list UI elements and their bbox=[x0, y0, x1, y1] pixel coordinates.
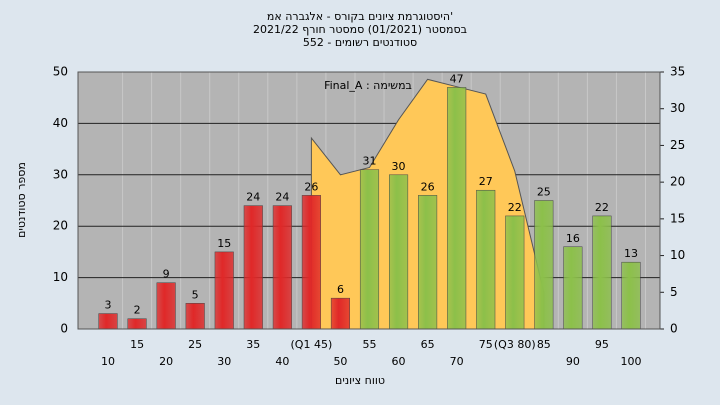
value-label: 15 bbox=[217, 237, 231, 250]
value-label: 24 bbox=[246, 191, 260, 204]
x-tick-label: 60 bbox=[392, 355, 406, 368]
bar bbox=[185, 303, 205, 330]
bar bbox=[98, 313, 118, 330]
value-label: 24 bbox=[275, 191, 289, 204]
chart-subtitle: בסמסטר (01/2021) סמסטר חורף 2021/22 bbox=[253, 23, 467, 36]
x-tick-label: (Q1 45) bbox=[291, 338, 333, 351]
y-axis-label: מספר סטודנטים bbox=[15, 162, 28, 238]
x-tick-label: 35 bbox=[246, 338, 260, 351]
bar bbox=[563, 246, 583, 330]
y2-tick-label: 0 bbox=[670, 322, 678, 336]
value-label: 47 bbox=[450, 72, 464, 85]
x-tick-label: 85 bbox=[537, 338, 551, 351]
value-label: 6 bbox=[337, 283, 344, 296]
plot-border bbox=[77, 71, 661, 330]
value-label: 2 bbox=[134, 304, 141, 317]
bar bbox=[476, 189, 496, 330]
y2-tick-label: 30 bbox=[670, 101, 685, 115]
x-tick-label: 90 bbox=[566, 355, 580, 368]
bar bbox=[359, 169, 380, 330]
x-tick-label: 25 bbox=[188, 338, 202, 351]
x-tick-label: 100 bbox=[620, 355, 641, 368]
x-axis-label: טווח ציונים bbox=[335, 374, 385, 387]
y2-tick-label: 35 bbox=[670, 65, 685, 79]
chart-subtitle: 552 - סטודנטים רשומים bbox=[303, 36, 417, 49]
x-tick-label: 40 bbox=[275, 355, 289, 368]
x-tick-label: 20 bbox=[159, 355, 173, 368]
x-tick-label: 55 bbox=[363, 338, 377, 351]
bar bbox=[156, 282, 176, 330]
value-label: 3 bbox=[105, 299, 112, 312]
value-label: 30 bbox=[392, 160, 406, 173]
y-tick-label: 30 bbox=[53, 167, 68, 181]
annotation: Final_A : במשימה bbox=[324, 79, 412, 92]
value-label: 26 bbox=[304, 180, 318, 193]
value-label: 22 bbox=[508, 201, 522, 214]
x-tick-label: 15 bbox=[130, 338, 144, 351]
x-tick-label: 95 bbox=[595, 338, 609, 351]
y-tick-label: 50 bbox=[53, 65, 68, 79]
bar bbox=[592, 215, 612, 330]
y-tick-label: 40 bbox=[53, 116, 68, 130]
y2-tick-label: 20 bbox=[670, 175, 685, 189]
value-label: 31 bbox=[363, 155, 377, 168]
x-tick-label: 50 bbox=[333, 355, 347, 368]
bar bbox=[447, 87, 467, 330]
bar bbox=[127, 318, 147, 330]
chart-title: היסטוגרמת ציונים בקורס - אלגברה אמ' bbox=[267, 10, 453, 23]
x-tick-label: 70 bbox=[450, 355, 464, 368]
bar bbox=[330, 297, 350, 330]
y-tick-label: 20 bbox=[53, 219, 68, 233]
x-tick-label: 30 bbox=[217, 355, 231, 368]
bar bbox=[505, 215, 525, 330]
bar bbox=[621, 261, 641, 330]
value-label: 13 bbox=[624, 247, 638, 260]
y2-tick-label: 25 bbox=[670, 138, 685, 152]
x-tick-label: (Q3 80) bbox=[494, 338, 536, 351]
bar bbox=[243, 205, 263, 330]
y2-tick-label: 10 bbox=[670, 248, 685, 262]
bar bbox=[301, 195, 321, 330]
bar bbox=[272, 205, 292, 330]
bar bbox=[418, 195, 438, 330]
value-label: 5 bbox=[192, 288, 199, 301]
bar bbox=[389, 174, 409, 330]
value-label: 25 bbox=[537, 186, 551, 199]
x-tick-label: 65 bbox=[421, 338, 435, 351]
y2-tick-label: 5 bbox=[670, 285, 678, 299]
value-label: 26 bbox=[421, 180, 435, 193]
y-tick-label: 10 bbox=[53, 270, 68, 284]
y2-tick-label: 15 bbox=[670, 211, 685, 225]
bar bbox=[534, 200, 554, 330]
value-label: 27 bbox=[479, 175, 493, 188]
value-label: 9 bbox=[163, 268, 170, 281]
value-label: 22 bbox=[595, 201, 609, 214]
x-tick-label: 75 bbox=[479, 338, 493, 351]
x-tick-label: 10 bbox=[101, 355, 115, 368]
y-tick-label: 0 bbox=[60, 322, 68, 336]
bar bbox=[214, 251, 234, 330]
value-label: 16 bbox=[566, 232, 580, 245]
